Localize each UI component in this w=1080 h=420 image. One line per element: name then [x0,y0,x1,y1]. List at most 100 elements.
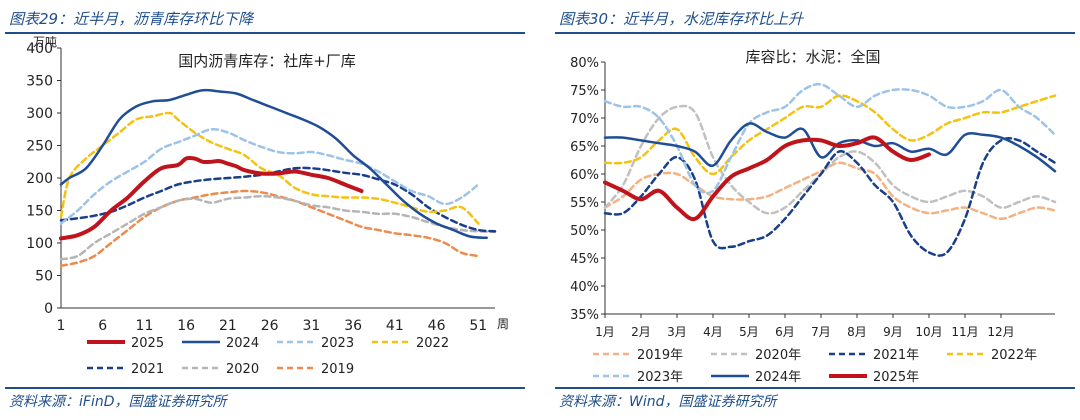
right-chart-svg: 35% 40% 45% 50% 55% 60% 65% 70% 75% 80% 1月 2月 3月 4月 5月… [570,48,1057,385]
legend-item: 2024年 [711,370,801,385]
y-tick-label: 70% [570,112,599,127]
y-tick-label: 65% [570,140,599,155]
series-line-2020年 [603,104,1057,215]
right-figure-title: 图表30：近半月，水泥库存环比上升 [559,10,804,28]
x-tick-label: 1 [57,318,66,334]
series-line-2025 [59,155,364,241]
legend-label: 2022年 [991,348,1037,363]
chart-title: 库容比：水泥：全国 [745,48,880,66]
legend-label: 2019年 [637,348,683,363]
right-header-rule [555,32,1075,34]
y-tick-label: 40% [570,280,599,295]
series-line-2023年 [603,82,1057,195]
left-figure-panel: 图表29：近半月，沥青库存环比下降 0 50 100 150 200 250 300 350 4… [5,0,525,420]
right-figure-panel: 图表30：近半月，水泥库存环比上升 35% 40% 45% 50% 55% 60% 65% 7… [555,0,1075,420]
y-tick-label: 45% [570,252,599,267]
x-tick-label: 4月 [703,325,723,339]
x-tick-label: 6月 [775,325,795,339]
left-source-note: 资料来源：iFinD，国盛证券研究所 [9,394,227,410]
x-tick-label: 2月 [631,325,651,339]
legend-label: 2020 [226,362,259,377]
chart-title: 国内沥青库存：社库+厂库 [178,52,356,70]
series-line-2020 [59,194,497,261]
y-tick-label: 75% [570,84,599,99]
legend-label: 2022 [416,336,449,351]
legend-item: 2025年 [829,370,919,385]
x-tick-label: 1月 [595,325,615,339]
legend-item: 2022 [372,336,449,351]
y-axis-label: 万吨 [33,36,57,49]
left-figure-title: 图表29：近半月，沥青库存环比下降 [9,10,254,28]
x-tick-label: 51 [469,318,487,334]
legend-item: 2019 [277,362,354,377]
y-tick-label: 50% [570,224,599,239]
legend-label: 2021年 [873,348,919,363]
right-footer-rule [555,387,1075,389]
legend-label: 2021 [131,362,164,377]
x-tick-label: 21 [219,318,237,334]
series-line-2023 [59,127,480,225]
x-tick-label: 26 [261,318,279,334]
legend-item: 2022年 [947,348,1037,363]
y-tick-label: 250 [26,139,53,155]
legend-label: 2025 [131,336,164,351]
legend-label: 2020年 [755,348,801,363]
x-tick-label: 41 [386,318,404,334]
x-tick-label: 11 [136,318,154,334]
series-line-2022 [59,111,480,225]
series-line-2021年 [603,137,1057,257]
legend-item: 2021年 [829,348,919,363]
legend-item: 2024 [182,336,259,351]
legend-item: 2020 [182,362,259,377]
x-tick-label: 12月 [987,325,1014,339]
y-tick-label: 0 [44,301,53,317]
legend-item: 2025 [87,336,164,351]
y-tick-label: 50 [35,269,53,285]
legend-label: 2023 [321,336,354,351]
x-tick-label: 16 [177,318,195,334]
y-tick-label: 55% [570,196,599,211]
x-tick-label: 9月 [883,325,903,339]
legend-item: 2021 [87,362,164,377]
right-source-note: 资料来源：Wind，国盛证券研究所 [559,394,777,410]
right-figure-header: 图表30：近半月，水泥库存环比上升 [555,4,1075,34]
x-tick-label: 5月 [739,325,759,339]
y-tick-label: 350 [26,74,53,90]
left-figure-header: 图表29：近半月，沥青库存环比下降 [5,4,525,34]
x-axis-label: 周 [497,317,509,331]
y-tick-label: 150 [26,204,53,220]
left-header-rule [5,32,525,34]
x-tick-label: 36 [344,318,362,334]
x-tick-label: 31 [302,318,320,334]
x-tick-label: 11月 [951,325,978,339]
series-line-2025年 [603,135,931,222]
x-tick-label: 6 [98,318,107,334]
legend-item: 2023年 [593,370,683,385]
x-tick-label: 8月 [847,325,867,339]
series-line-2019 [59,189,480,268]
y-tick-label: 60% [570,168,599,183]
left-footer-rule [5,387,525,389]
series-line-2024年 [603,122,1057,173]
legend-item: 2023 [277,336,354,351]
y-tick-label: 300 [26,106,53,122]
legend-label: 2025年 [873,370,919,385]
x-tick-label: 7月 [811,325,831,339]
y-tick-label: 100 [26,236,53,252]
x-tick-label: 10月 [915,325,942,339]
y-tick-label: 200 [26,171,53,187]
legend-item: 2019年 [593,348,683,363]
y-tick-label: 400 [26,41,53,57]
series-line-2019年 [603,161,1057,221]
legend-item: 2020年 [711,348,801,363]
y-tick-label: 35% [570,308,599,323]
y-tick-label: 80% [570,56,599,71]
legend-label: 2024年 [755,370,801,385]
legend-label: 2024 [226,336,259,351]
series-line-2024 [59,88,488,240]
series-line-2022年 [603,94,1057,176]
legend-label: 2023年 [637,370,683,385]
x-tick-label: 46 [428,318,446,334]
legend-label: 2019 [321,362,354,377]
